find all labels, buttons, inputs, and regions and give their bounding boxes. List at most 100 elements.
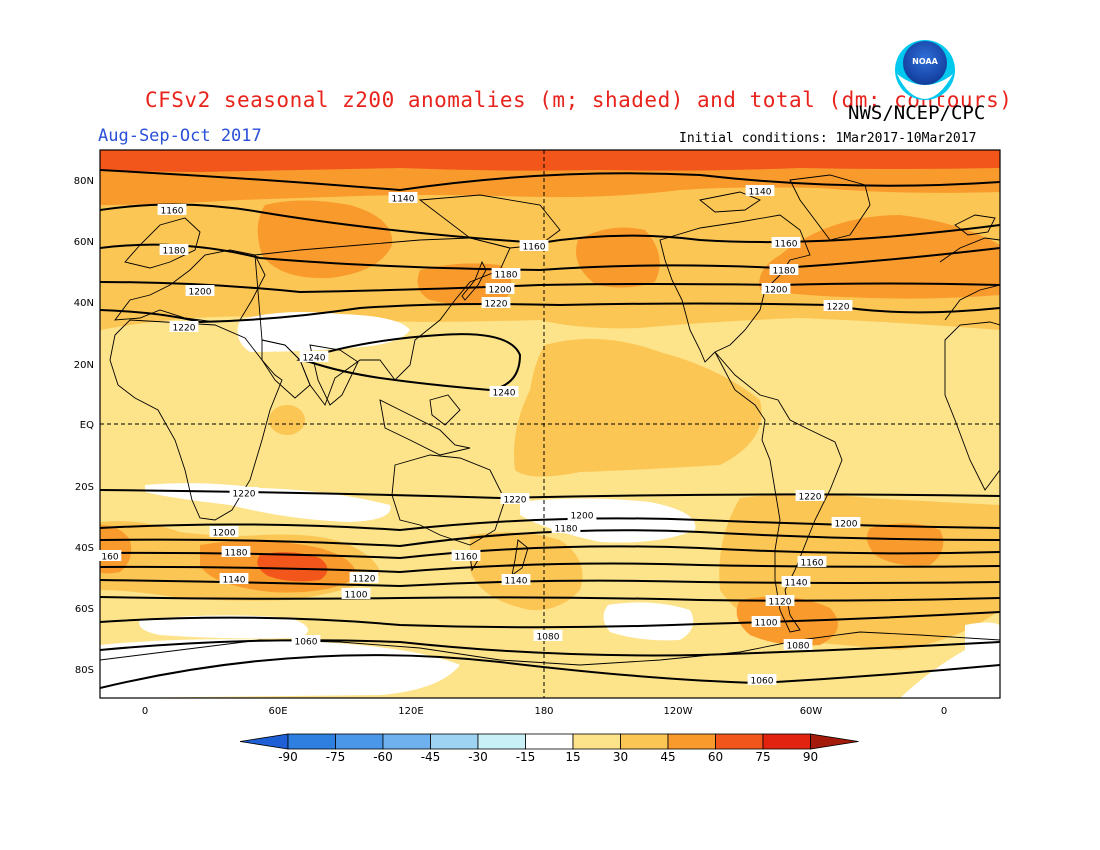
contour-label: 1160	[161, 207, 184, 217]
lat-label: 80N	[74, 176, 94, 187]
colorbar-tick-label: 75	[755, 750, 770, 764]
lat-label: 60S	[75, 604, 94, 615]
contour-label: 1140	[392, 195, 415, 205]
contour-label-bg	[219, 573, 249, 584]
colorbar-segment	[525, 733, 574, 750]
contour-label: 1180	[773, 267, 796, 277]
contour-label-bg	[209, 526, 239, 537]
colorbar-segment	[667, 733, 716, 750]
contour-label: 1200	[765, 286, 788, 296]
contour-label: 1220	[504, 496, 527, 506]
noaa-logo-icon: NOAA	[895, 40, 955, 100]
colorbar-tick-label: 30	[613, 750, 628, 764]
contour-label-bg	[185, 285, 215, 296]
contour-label: 1080	[787, 642, 810, 652]
agency-label: NWS/NCEP/CPC	[848, 102, 986, 124]
contour-label: 1060	[751, 677, 774, 687]
contour-label-bg	[795, 490, 825, 501]
contour-label: 1220	[799, 493, 822, 503]
contour-label: 1180	[495, 271, 518, 281]
lon-label: 0	[142, 706, 148, 717]
contour-label-bg	[765, 595, 795, 606]
colorbar-tick-label: -30	[468, 750, 488, 764]
contour-label: 1220	[485, 300, 508, 310]
contour-label: 1140	[505, 577, 528, 587]
contour-labels: 1140 1140 1160 1160 1160 1180 1180 1180 1200 1200…	[98, 185, 861, 687]
contour-label: 1160	[775, 240, 798, 250]
contour-label-bg	[769, 264, 799, 275]
colorbar-segment	[335, 733, 384, 750]
contour-label-bg	[797, 556, 827, 567]
contour-label-bg	[519, 240, 549, 251]
contour-label-bg	[823, 300, 853, 311]
contour-label: 1160	[523, 243, 546, 253]
lat-label: 40S	[75, 543, 94, 554]
contour-label-bg	[451, 550, 481, 561]
colorbar-segment	[382, 733, 431, 750]
colorbar-segment	[430, 733, 479, 750]
initial-conditions-label: Initial conditions: 1Mar2017-10Mar2017	[679, 131, 977, 146]
lat-label: 80S	[75, 665, 94, 676]
contour-label-bg	[500, 493, 530, 504]
contour-label: 1180	[163, 247, 186, 257]
contour-label-bg	[388, 192, 418, 203]
colorbar-tick-label: 60	[708, 750, 723, 764]
contour-label-bg	[751, 616, 781, 627]
season-label: Aug-Sep-Oct 2017	[98, 126, 262, 146]
colorbar-tick-label: -90	[278, 750, 298, 764]
contour-label: 1140	[749, 188, 772, 198]
contour-label-bg	[159, 244, 189, 255]
svg-text:NOAA: NOAA	[912, 57, 938, 66]
contour-label-bg	[489, 386, 519, 397]
contour-label-bg	[745, 185, 775, 196]
contour-label-bg	[491, 268, 521, 279]
colorbar-segment	[620, 733, 669, 750]
contour-label-bg	[291, 635, 321, 646]
lat-label: EQ	[80, 420, 94, 431]
lon-label: 180	[534, 706, 553, 717]
colorbar-segment	[715, 733, 764, 750]
contour-label: 1220	[173, 324, 196, 334]
contour-label: 1120	[353, 575, 376, 585]
contour-label: 1240	[493, 389, 516, 399]
colorbar-tick-label: 15	[565, 750, 580, 764]
colorbar-tick-label: -15	[516, 750, 536, 764]
colorbar-tick-label: -45	[421, 750, 441, 764]
contour-label: 1060	[295, 638, 318, 648]
contour-label-bg	[781, 576, 811, 587]
contour-label-bg	[349, 572, 379, 583]
contour-label-bg	[98, 550, 122, 561]
lat-axis: 80N 60N 40N 20N EQ 20S 40S 60S 80S	[74, 176, 94, 676]
colorbar-segment	[287, 733, 336, 750]
contour-label-bg	[221, 546, 251, 557]
contour-label-bg	[341, 588, 371, 599]
contour-label: 1140	[785, 579, 808, 589]
colorbar-segment	[572, 733, 621, 750]
contour-label-bg	[485, 283, 515, 294]
lat-label: 60N	[74, 237, 94, 248]
colorbar-segment	[810, 733, 859, 750]
colorbar: -90 -75 -60 -45 -30 -15 15 30 45 60 75 90	[239, 733, 859, 764]
contour-label: 160	[101, 553, 118, 563]
contour-label: 1160	[801, 559, 824, 569]
contour-label: 1140	[223, 576, 246, 586]
contour-label-bg	[169, 321, 199, 332]
contour-label-bg	[299, 351, 329, 362]
contour-label: 1100	[345, 591, 368, 601]
contour-label-bg	[229, 487, 259, 498]
colorbar-tick-label: 90	[803, 750, 818, 764]
lon-label: 0	[941, 706, 947, 717]
contour-label: 1220	[233, 490, 256, 500]
contour-label-bg	[831, 517, 861, 528]
contour-label: 1160	[455, 553, 478, 563]
contour-label-bg	[761, 283, 791, 294]
contour-label-bg	[157, 204, 187, 215]
lat-label: 40N	[74, 298, 94, 309]
colorbar-tick-label: 45	[660, 750, 675, 764]
lon-label: 120E	[398, 706, 423, 717]
contour-label: 1080	[537, 633, 560, 643]
contour-label: 1200	[189, 288, 212, 298]
contour-label-bg	[481, 297, 511, 308]
contour-label: 1100	[755, 619, 778, 629]
colorbar-tick-label: -60	[373, 750, 393, 764]
